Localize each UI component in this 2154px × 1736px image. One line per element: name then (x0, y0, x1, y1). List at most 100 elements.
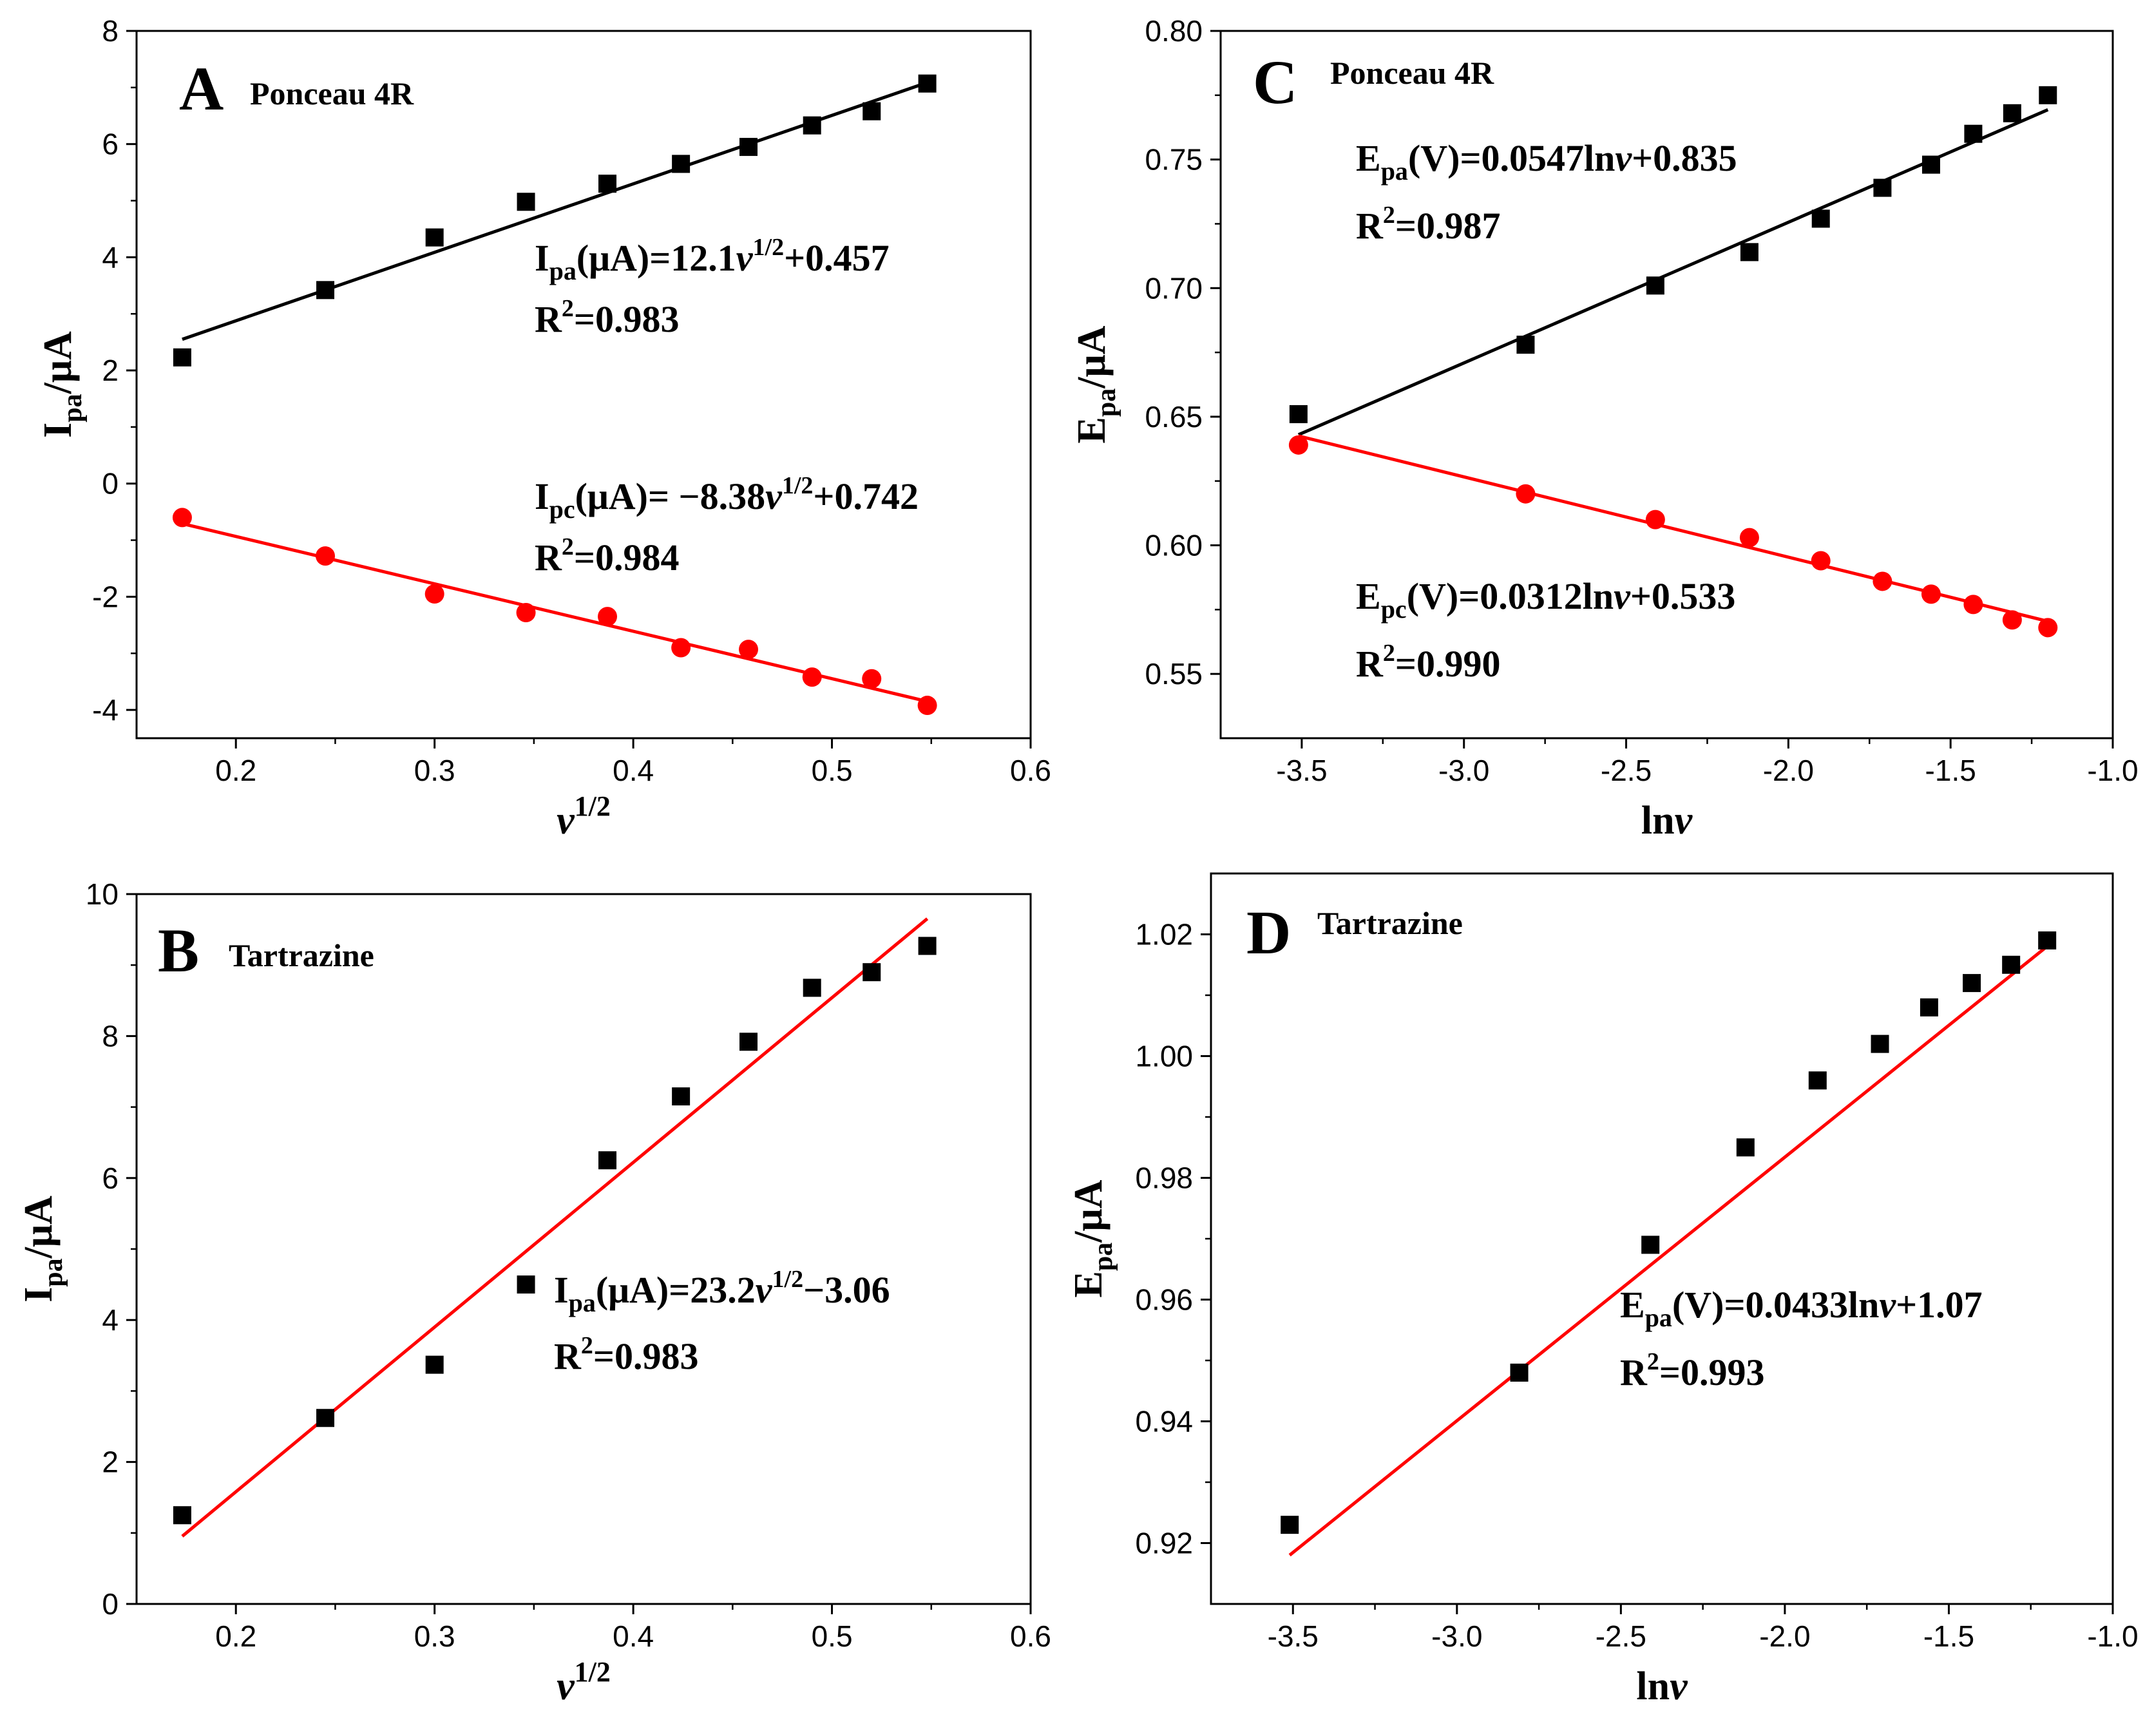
data-point (2003, 104, 2021, 122)
y-tick-label: -4 (92, 693, 119, 727)
data-point (803, 978, 821, 997)
fit-equation: Epa(V)=0.0433lnv+1.07 (1620, 1284, 1983, 1332)
data-point (1641, 1235, 1660, 1254)
data-point (1288, 435, 1308, 455)
x-tick-label: 0.3 (414, 1619, 455, 1653)
x-tick-label: -3.0 (1431, 1619, 1482, 1653)
data-point (316, 546, 336, 566)
data-point (802, 667, 822, 687)
y-tick-label: 10 (86, 877, 119, 911)
series-epc: Epc(V)=0.0312lnv+0.533 R2=0.990 (1288, 434, 2058, 685)
x-tick-label: 0.6 (1010, 1619, 1051, 1653)
data-point (1646, 276, 1664, 295)
panel-letter: C (1253, 48, 1297, 117)
data-point (173, 1506, 191, 1525)
data-point (862, 669, 882, 689)
series-ipc: Ipc(μA)= −8.38v1/2+0.742 R2=0.984 (172, 472, 937, 716)
data-point (917, 696, 937, 716)
series-ipa: Ipa(μA)=23.2v1/2−3.06 R2=0.983 (173, 917, 937, 1538)
data-point (863, 963, 881, 982)
x-tick-label: -1.5 (1923, 1619, 1974, 1653)
data-point (1289, 405, 1308, 423)
data-point (425, 1355, 444, 1374)
x-tick-label: -1.0 (2087, 1619, 2138, 1653)
fit-equation: Ipa(μA)=12.1v1/2+0.457 (535, 234, 890, 285)
y-tick-label: 0.75 (1145, 143, 1203, 176)
chart-panel-a: 0.2 0.3 0.4 0.5 0.6 -4 -2 0 2 4 6 8 v1/2 Ipa/μA A Ponce… (36, 14, 1051, 843)
x-axis-title: lnv (1641, 799, 1693, 843)
x-tick-label: 0.2 (215, 1619, 256, 1653)
data-point (1811, 209, 1830, 228)
y-tick-label: 0.94 (1135, 1405, 1193, 1438)
y-tick-label: 0 (102, 467, 119, 501)
y-axis-title: Epa/μA (1070, 325, 1121, 443)
fit-equation: Epc(V)=0.0312lnv+0.533 (1356, 575, 1735, 624)
data-point (316, 1409, 335, 1427)
r-squared: R2=0.987 (1356, 202, 1500, 247)
data-point (1510, 1363, 1529, 1382)
data-point (1811, 551, 1831, 571)
y-tick-label: 0.92 (1135, 1527, 1193, 1560)
data-point (1808, 1071, 1827, 1090)
y-axis-title: Epa/μA (1067, 1179, 1118, 1297)
data-point (1873, 571, 1892, 591)
r-squared: R2=0.983 (535, 295, 679, 340)
y-tick-label: 6 (102, 128, 119, 161)
series-epa: Epa(V)=0.0547lnv+0.835 R2=0.987 (1289, 86, 2057, 437)
data-point (2038, 931, 2057, 949)
data-point (739, 640, 759, 660)
y-tick-label: 0.55 (1145, 657, 1203, 691)
x-tick-label: 0.2 (215, 754, 256, 787)
x-axis-title: lnv (1636, 1664, 1688, 1708)
y-tick-label: 8 (102, 14, 119, 48)
data-point (1873, 178, 1892, 197)
data-point (1871, 1035, 1889, 1053)
data-point (1739, 528, 1759, 548)
x-tick-label: -1.0 (2087, 754, 2138, 787)
chart-panel-b: 0.2 0.3 0.4 0.5 0.6 0 2 4 6 8 10 v1/2 Ipa/μA B Tartraz… (17, 877, 1051, 1708)
x-tick-label: -3.5 (1268, 1619, 1319, 1653)
data-point (1516, 484, 1536, 504)
data-point (803, 116, 821, 135)
chart-panel-c: -3.5 -3.0 -2.5 -2.0 -1.5 -1.0 0.55 0.60 0.65 0.70… (1070, 14, 2139, 843)
y-tick-label: 4 (102, 240, 119, 274)
data-point (598, 1151, 617, 1170)
y-axis-title: Ipa/μA (17, 1196, 68, 1302)
data-point (598, 175, 617, 193)
x-tick-label: -1.5 (1925, 754, 1976, 787)
y-tick-label: 0.60 (1145, 529, 1203, 562)
series-ipa: Ipa(μA)=12.1v1/2+0.457 R2=0.983 (173, 74, 937, 367)
y-axis-title: Ipa/μA (36, 331, 88, 438)
x-tick-label: 0.6 (1010, 754, 1051, 787)
data-point (1281, 1516, 1299, 1534)
data-point (1516, 336, 1535, 354)
data-point (2002, 955, 2021, 974)
y-tick-label: 4 (102, 1303, 119, 1337)
y-tick-label: 2 (102, 354, 119, 387)
x-axis-title: v1/2 (557, 790, 611, 843)
data-point (172, 508, 192, 528)
data-point (517, 193, 535, 211)
data-point (425, 228, 444, 247)
data-point (739, 1033, 758, 1051)
data-point (516, 602, 536, 622)
panel-letter: A (179, 54, 224, 123)
plot-frame (135, 30, 1032, 739)
y-tick-label: 0.98 (1135, 1161, 1193, 1195)
data-point (424, 584, 444, 604)
y-tick-label: 8 (102, 1019, 119, 1053)
data-point (918, 74, 937, 93)
panel-title: Ponceau 4R (250, 75, 414, 111)
data-point (1963, 974, 1981, 993)
y-tick-label: 0.70 (1145, 271, 1203, 305)
data-point (672, 155, 691, 173)
y-tick-label: 2 (102, 1445, 119, 1479)
data-point (1921, 155, 1940, 174)
fit-equation: Ipc(μA)= −8.38v1/2+0.742 (535, 472, 919, 524)
data-point (1920, 998, 1938, 1016)
fit-line (181, 917, 929, 1538)
data-point (671, 638, 691, 658)
chart-panel-d: -3.5 -3.0 -2.5 -2.0 -1.5 -1.0 0.92 0.94 0.96 0.98… (1067, 872, 2139, 1708)
data-point (1736, 1138, 1755, 1157)
